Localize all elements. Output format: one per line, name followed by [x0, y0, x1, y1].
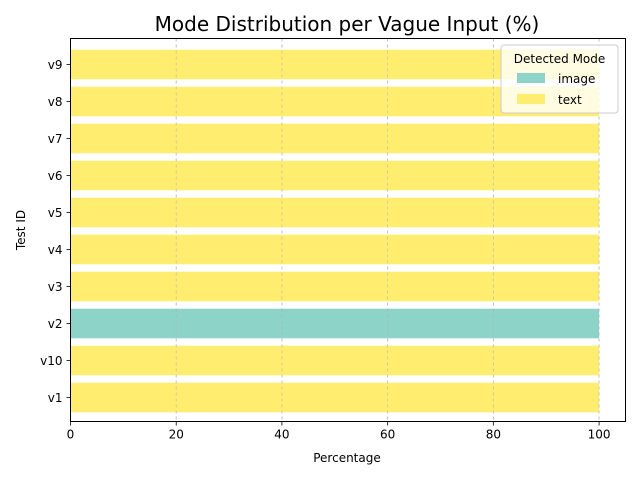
legend: Detected Mode image text — [500, 44, 619, 114]
legend-title: Detected Mode — [514, 52, 606, 66]
y-tick-label: v5 — [48, 206, 63, 220]
x-tick-label: 100 — [588, 428, 611, 442]
x-tick-label: 80 — [486, 428, 501, 442]
y-axis-ticks: v1 v10 v2 v3 v4 v5 v6 v7 v8 v9 — [40, 58, 71, 405]
bar-text-v4 — [70, 234, 600, 265]
legend-swatch-text — [517, 94, 545, 104]
y-tick-label: v9 — [48, 58, 63, 72]
bar-text-v6 — [70, 160, 600, 191]
bar-image-v2 — [70, 308, 600, 339]
x-tick-label: 20 — [169, 428, 184, 442]
legend-swatch-image — [517, 73, 545, 83]
y-tick-label: v1 — [48, 391, 63, 405]
bar-text-v10 — [70, 345, 600, 376]
bar-text-v7 — [70, 123, 600, 154]
x-tick-label: 40 — [274, 428, 289, 442]
axes — [70, 38, 626, 422]
bar-text-v5 — [70, 197, 600, 228]
chart-title: Mode Distribution per Vague Input (%) — [155, 12, 540, 36]
y-tick-label: v7 — [48, 132, 63, 146]
legend-label-text: text — [558, 93, 582, 107]
legend-label-image: image — [558, 72, 595, 86]
y-tick-label: v4 — [48, 243, 63, 257]
y-tick-label: v2 — [48, 317, 63, 331]
x-axis-ticks: 0 20 40 60 80 100 — [67, 421, 611, 442]
x-tick-label: 60 — [380, 428, 395, 442]
y-axis-label: Test ID — [14, 210, 28, 251]
x-axis-label: Percentage — [313, 451, 381, 465]
y-tick-label: v8 — [48, 95, 63, 109]
bar-text-v3 — [70, 271, 600, 302]
y-tick-label: v3 — [48, 280, 63, 294]
y-tick-label: v10 — [40, 354, 62, 368]
x-tick-label: 0 — [67, 428, 75, 442]
plot-frame — [70, 38, 626, 422]
bar-text-v1 — [70, 382, 600, 413]
y-tick-label: v6 — [48, 169, 63, 183]
